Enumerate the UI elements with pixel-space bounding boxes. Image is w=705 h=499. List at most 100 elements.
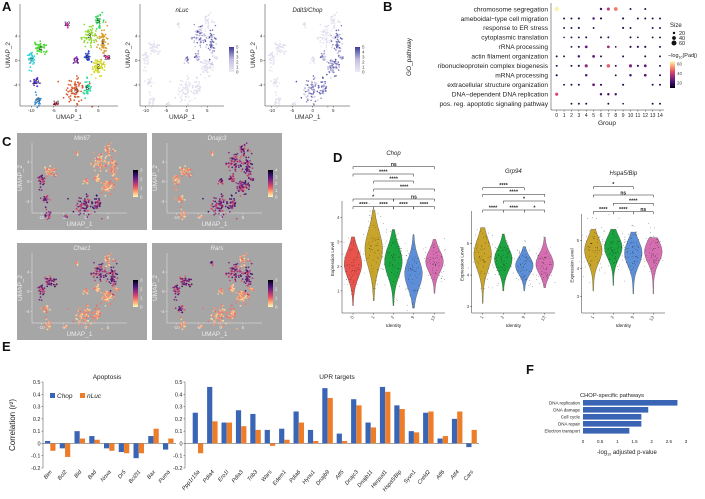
umap-point — [90, 273, 93, 276]
umap-point — [54, 103, 57, 106]
x-tick-label: 0 — [349, 315, 355, 320]
umap-point — [180, 208, 183, 211]
umap-point — [221, 206, 223, 208]
jitter-point — [532, 273, 534, 275]
jitter-point — [525, 262, 526, 264]
jitter-point — [429, 260, 430, 262]
category-label: Dr5 — [117, 469, 128, 480]
umap-point — [227, 272, 230, 275]
umap-point — [46, 195, 49, 198]
jitter-point — [480, 270, 482, 272]
jitter-point — [628, 234, 629, 235]
umap-point — [109, 180, 112, 182]
umap-point — [238, 166, 240, 169]
umap-point — [197, 57, 199, 60]
jitter-point — [391, 285, 393, 286]
jitter-point — [653, 261, 654, 262]
umap-point — [105, 255, 108, 258]
umap-point — [84, 312, 87, 314]
pathway-label: extracellular structure organization — [447, 82, 548, 89]
jitter-point — [414, 271, 416, 273]
umap-point — [112, 274, 115, 276]
umap-point — [199, 32, 201, 35]
umap-point — [76, 313, 79, 315]
umap-point — [33, 59, 36, 61]
jitter-point — [616, 227, 618, 228]
umap-point — [211, 154, 214, 157]
umap-point — [174, 180, 177, 183]
umap-point — [92, 68, 94, 70]
umap-point — [213, 323, 215, 326]
significance-label: **** — [400, 184, 409, 190]
umap-point — [96, 15, 99, 18]
jitter-point — [643, 258, 645, 260]
jitter-point — [357, 252, 359, 253]
y-axis-label: Expression Level — [330, 242, 335, 276]
umap-point — [109, 291, 112, 294]
umap-point — [90, 61, 93, 63]
jitter-point — [640, 259, 642, 261]
umap-point — [106, 162, 108, 165]
jitter-point — [651, 253, 653, 255]
umap-point — [80, 204, 82, 206]
umap-point — [338, 41, 341, 43]
umap-point — [50, 284, 53, 286]
x-tick-label: 0 — [582, 439, 585, 444]
umap-point — [181, 80, 184, 82]
umap-point — [113, 276, 116, 278]
umap-point — [98, 177, 101, 180]
jitter-point — [611, 242, 612, 244]
umap-point — [77, 62, 79, 64]
jitter-point — [524, 240, 525, 241]
umap-point — [146, 63, 149, 65]
umap-point — [236, 297, 239, 300]
jitter-point — [631, 237, 633, 239]
pathway-label: DNA−dependent DNA replication — [452, 92, 549, 99]
jitter-point — [504, 267, 506, 268]
umap-point — [338, 44, 340, 47]
jitter-point — [506, 265, 508, 267]
umap-point — [208, 36, 211, 39]
umap-point — [177, 89, 179, 91]
umap-point — [233, 274, 236, 276]
colorbar-tick-label: 20 — [677, 81, 683, 86]
umap-point — [270, 80, 272, 82]
umap-point — [177, 291, 179, 294]
group-tick-label: 1 — [563, 113, 566, 119]
umap-point — [177, 181, 179, 184]
umap-point — [326, 28, 329, 30]
jitter-point — [425, 247, 427, 248]
umap-point — [29, 66, 32, 69]
jitter-point — [483, 262, 485, 263]
bar-nluc — [385, 391, 391, 444]
umap-point — [30, 70, 33, 72]
dot — [600, 55, 602, 58]
umap-point — [91, 312, 93, 315]
jitter-point — [653, 248, 654, 249]
umap-point — [274, 101, 277, 103]
umap-point — [44, 214, 47, 216]
umap-point — [94, 204, 97, 207]
jitter-point — [500, 247, 502, 249]
x-tick-label: 13 — [540, 315, 547, 322]
umap-point — [314, 85, 317, 87]
umap-point — [198, 26, 200, 28]
umap-point — [94, 33, 96, 36]
jitter-point — [393, 273, 394, 275]
jitter-point — [613, 258, 615, 259]
x-tick-label: 0 — [75, 108, 78, 113]
umap-point — [279, 40, 281, 42]
umap-point — [333, 26, 336, 29]
jitter-point — [585, 248, 586, 250]
umap-point — [149, 99, 151, 101]
umap-point — [326, 61, 328, 63]
umap-point — [196, 41, 199, 44]
umap-point — [337, 61, 340, 63]
umap-point — [307, 92, 310, 95]
category-label: Bim — [43, 469, 54, 480]
umap-point — [111, 259, 114, 262]
jitter-point — [369, 254, 370, 256]
umap-point — [183, 62, 186, 64]
umap-point — [75, 87, 78, 90]
